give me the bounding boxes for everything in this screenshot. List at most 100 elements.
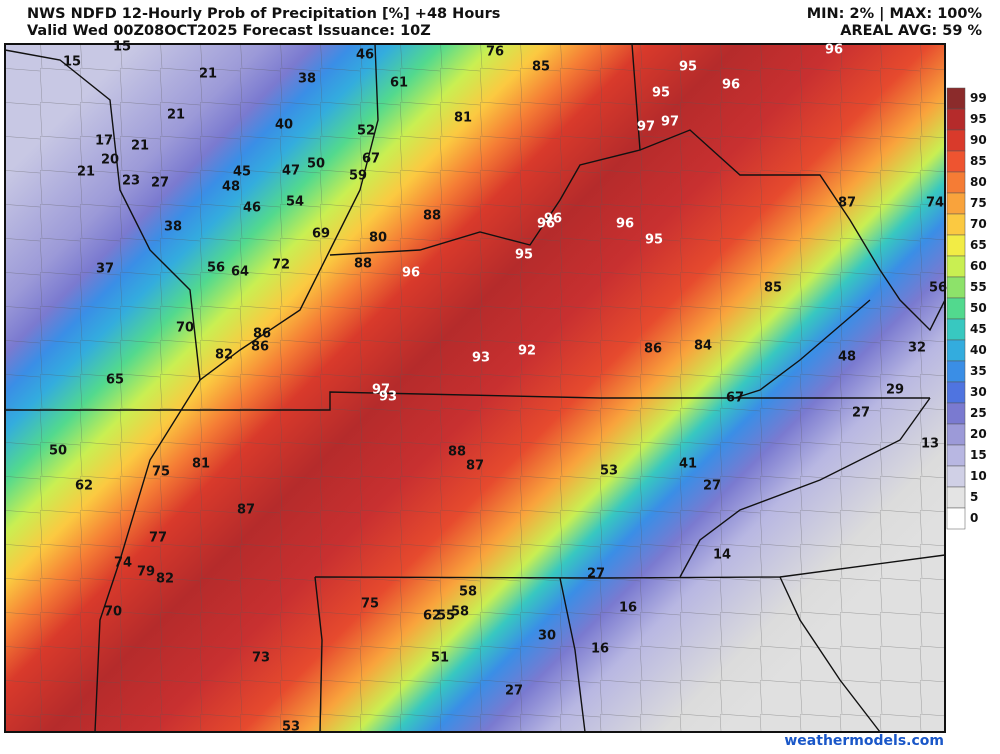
value-label: 72 (272, 258, 290, 273)
value-label: 32 (908, 341, 926, 356)
areal-average: AREAL AVG: 59 % (840, 23, 982, 39)
state-border (679, 397, 931, 578)
colorbar-cell (946, 381, 966, 404)
state-border (314, 554, 946, 579)
state-border (94, 43, 379, 733)
colorbar-cell (946, 360, 966, 383)
colorbar-cell (946, 297, 966, 320)
value-label: 27 (587, 567, 605, 582)
value-label: 15 (113, 40, 131, 55)
colorbar-label: 30 (970, 385, 987, 399)
colorbar-cell (946, 423, 966, 446)
colorbar-label: 15 (970, 448, 987, 462)
min-max: MIN: 2% | MAX: 100% (807, 6, 983, 22)
colorbar-cell (946, 150, 966, 173)
value-label: 58 (451, 605, 469, 620)
colorbar-label: 85 (970, 154, 987, 168)
colorbar-cell (946, 318, 966, 341)
colorbar-label: 40 (970, 343, 987, 357)
value-label: 37 (96, 262, 114, 277)
value-label: 87 (237, 503, 255, 518)
colorbar-label: 60 (970, 259, 987, 273)
value-label: 88 (423, 209, 441, 224)
value-label: 30 (538, 629, 556, 644)
value-label: 48 (838, 350, 856, 365)
map-frame (4, 43, 946, 733)
value-label: 38 (298, 72, 316, 87)
value-label: 21 (131, 139, 149, 154)
value-label: 48 (222, 180, 240, 195)
state-border (329, 43, 641, 256)
value-label: 21 (199, 67, 217, 82)
value-label: 46 (356, 48, 374, 63)
value-label: 92 (518, 344, 536, 359)
colorbar-cell (946, 234, 966, 257)
value-label: 67 (362, 152, 380, 167)
value-label: 79 (137, 565, 155, 580)
value-label: 56 (207, 261, 225, 276)
value-label: 38 (164, 220, 182, 235)
colorbar-label: 70 (970, 217, 987, 231)
value-label: 81 (192, 457, 210, 472)
value-label: 61 (390, 76, 408, 91)
value-label: 41 (679, 457, 697, 472)
colorbar-label: 5 (970, 490, 978, 504)
value-label: 86 (644, 342, 662, 357)
colorbar-label: 20 (970, 427, 987, 441)
colorbar-label: 45 (970, 322, 987, 336)
value-label: 80 (369, 231, 387, 246)
value-label: 47 (282, 164, 300, 179)
value-label: 29 (886, 383, 904, 398)
value-label: 75 (152, 465, 170, 480)
value-label: 64 (231, 265, 249, 280)
colorbar-cell (946, 444, 966, 467)
colorbar-cell (946, 255, 966, 278)
colorbar-label: 95 (970, 112, 987, 126)
colorbar-cell (946, 171, 966, 194)
colorbar-cell (946, 87, 966, 110)
value-label: 21 (77, 165, 95, 180)
state-border (314, 576, 323, 733)
value-label: 54 (286, 195, 304, 210)
value-label: 62 (423, 609, 441, 624)
value-label: 55 (437, 609, 455, 624)
value-label: 77 (149, 531, 167, 546)
value-label: 96 (402, 266, 420, 281)
value-label: 93 (379, 390, 397, 405)
value-label: 88 (354, 257, 372, 272)
colorbar-cell (946, 507, 966, 530)
state-border (779, 576, 881, 733)
value-label: 87 (838, 196, 856, 211)
value-label: 51 (431, 651, 449, 666)
value-label: 82 (215, 348, 233, 363)
value-label: 95 (645, 233, 663, 248)
state-border (4, 49, 201, 381)
value-label: 82 (156, 572, 174, 587)
value-label: 53 (600, 464, 618, 479)
value-label: 62 (75, 479, 93, 494)
value-label: 95 (515, 248, 533, 263)
value-label: 21 (167, 108, 185, 123)
value-label: 75 (361, 597, 379, 612)
value-label: 97 (637, 120, 655, 135)
value-label: 95 (652, 86, 670, 101)
value-label: 16 (619, 601, 637, 616)
value-label: 67 (726, 391, 744, 406)
value-label: 74 (926, 196, 944, 211)
value-label: 20 (101, 153, 119, 168)
colorbar-label: 80 (970, 175, 987, 189)
value-label: 86 (251, 340, 269, 355)
value-label: 96 (537, 217, 555, 232)
colorbar-cell (946, 192, 966, 215)
map (4, 43, 946, 733)
colorbar-label: 55 (970, 280, 987, 294)
value-label: 40 (275, 118, 293, 133)
state-border (639, 129, 946, 332)
value-label: 76 (486, 45, 504, 60)
colorbar-label: 25 (970, 406, 987, 420)
value-label: 59 (349, 169, 367, 184)
value-label: 27 (852, 406, 870, 421)
value-label: 96 (722, 78, 740, 93)
value-label: 93 (472, 351, 490, 366)
state-border (5, 391, 930, 411)
